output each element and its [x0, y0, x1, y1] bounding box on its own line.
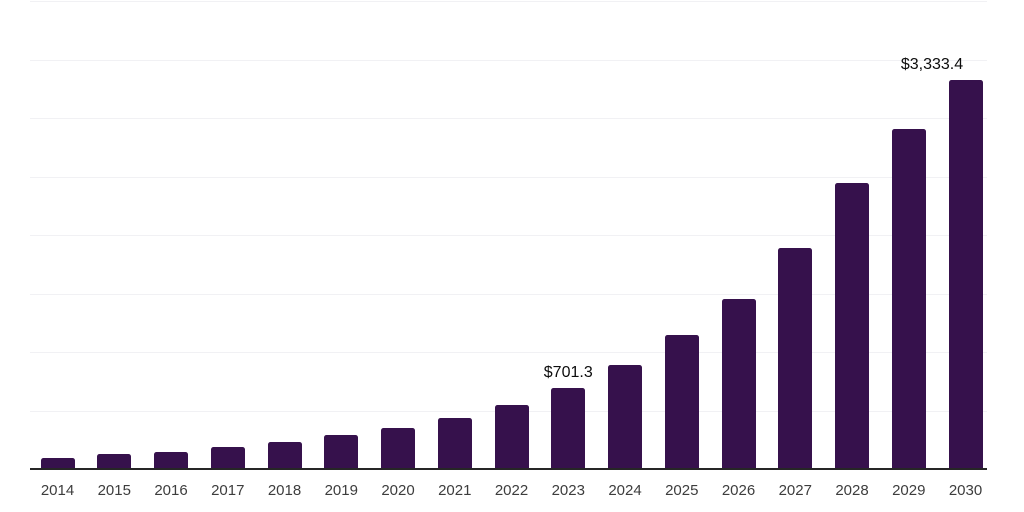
chart-bar-2020 [381, 428, 415, 470]
chart-bar-2025 [664, 334, 699, 470]
data-label-2023: $701.3 [543, 363, 593, 381]
x-tick-label-2014: 2014 [40, 482, 75, 499]
chart-bar-2029 [891, 128, 926, 470]
x-axis-line [30, 468, 987, 470]
chart-bar-2015 [97, 454, 132, 470]
x-tick-label-2015: 2015 [97, 482, 131, 499]
x-tick-label-2028: 2028 [835, 482, 869, 499]
chart-bar-2017 [210, 447, 245, 470]
chart-bar-2023 [551, 387, 586, 470]
gridline [30, 352, 987, 353]
x-tick-label-2027: 2027 [778, 482, 812, 499]
data-label-2030: $3,333.4 [900, 56, 964, 73]
chart-bar-2014 [40, 458, 75, 470]
plot-area: $701.3 $3,333.4 [30, 0, 987, 470]
chart-bar-2018 [267, 442, 302, 470]
chart-bar-2016 [154, 451, 188, 470]
x-tick-label-2020: 2020 [381, 482, 415, 499]
x-tick-label-2021: 2021 [438, 482, 472, 499]
x-tick-label-2023: 2023 [551, 482, 585, 499]
gridline [30, 293, 987, 295]
gridline [30, 1, 987, 2]
gridline [30, 176, 987, 178]
gridline [30, 59, 987, 61]
chart-bar-2027 [778, 247, 813, 470]
x-tick-label-2025: 2025 [665, 482, 699, 499]
x-tick-label-2016: 2016 [154, 482, 188, 499]
x-tick-label-2018: 2018 [267, 482, 302, 499]
chart-bar-2019 [324, 435, 359, 470]
gridline [30, 235, 987, 236]
x-tick-label-2017: 2017 [211, 482, 245, 499]
x-tick-label-2022: 2022 [494, 482, 529, 499]
chart-bar-2024 [608, 364, 642, 470]
chart-bar-2022 [494, 404, 529, 470]
chart-bar-2030 [948, 80, 983, 470]
x-tick-label-2024: 2024 [608, 482, 642, 499]
gridline [30, 118, 987, 119]
chart-bar-2021 [437, 417, 472, 470]
x-axis-labels: 2014 2015 2016 2017 2018 2019 2020 2021 2022 2023… [30, 481, 987, 503]
chart-bar-2026 [721, 298, 756, 470]
x-tick-label-2029: 2029 [892, 482, 926, 499]
x-tick-label-2030: 2030 [948, 482, 983, 499]
x-tick-label-2019: 2019 [324, 482, 358, 499]
x-tick-label-2026: 2026 [721, 482, 756, 499]
chart-bar-2028 [835, 182, 869, 470]
